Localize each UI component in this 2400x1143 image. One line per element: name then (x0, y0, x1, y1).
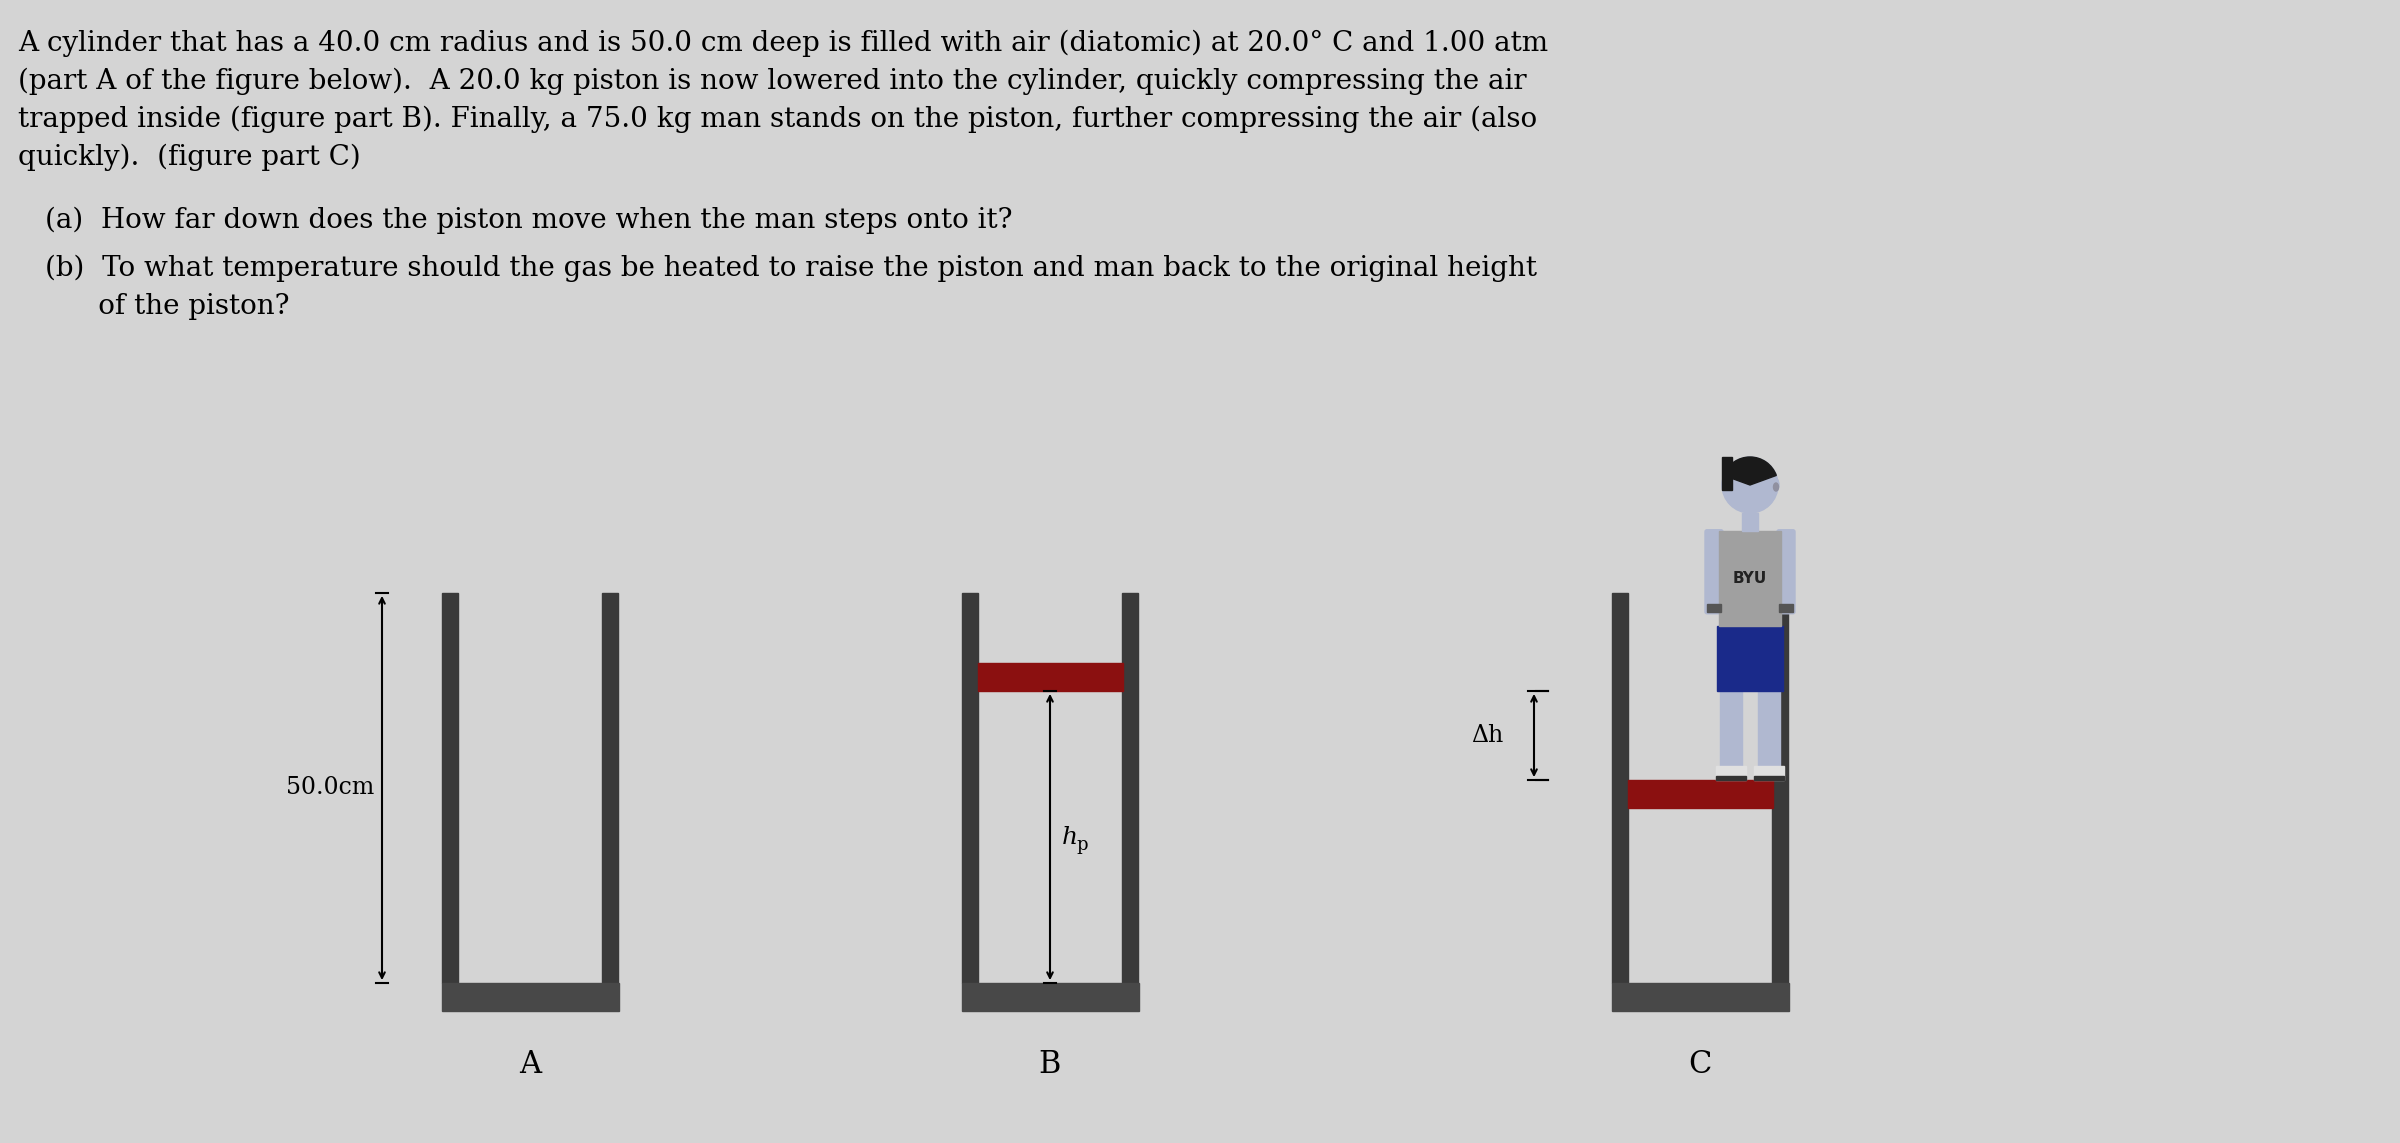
Bar (962, 983, 1140, 1012)
Bar (1757, 692, 1781, 766)
Bar (1613, 983, 1788, 1012)
Ellipse shape (1774, 483, 1778, 491)
Bar (1778, 604, 1793, 612)
Text: 50.0cm: 50.0cm (286, 776, 374, 799)
Bar (1771, 593, 1788, 983)
Bar (1754, 776, 1783, 780)
Text: (b)  To what temperature should the gas be heated to raise the piston and man ba: (b) To what temperature should the gas b… (46, 255, 1536, 282)
Text: A: A (518, 1049, 540, 1080)
Bar (1742, 513, 1757, 531)
Bar (1721, 692, 1742, 766)
Bar (1123, 593, 1138, 983)
Bar (1716, 776, 1747, 780)
Text: of the piston?: of the piston? (46, 293, 290, 320)
Text: quickly).  (figure part C): quickly). (figure part C) (19, 144, 360, 171)
Bar (962, 593, 979, 983)
FancyBboxPatch shape (1776, 529, 1795, 614)
Text: p: p (1075, 836, 1087, 854)
Bar (979, 663, 1123, 692)
Ellipse shape (1769, 477, 1778, 493)
Text: B: B (1039, 1049, 1061, 1080)
Circle shape (1723, 457, 1778, 513)
Bar (1754, 766, 1783, 780)
Text: trapped inside (figure part B). Finally, a 75.0 kg man stands on the piston, fur: trapped inside (figure part B). Finally,… (19, 106, 1536, 134)
Bar (1718, 531, 1781, 626)
Bar (1613, 593, 1627, 983)
FancyBboxPatch shape (1704, 529, 1723, 614)
Text: C: C (1687, 1049, 1711, 1080)
Text: h: h (1061, 825, 1078, 848)
Text: BYU: BYU (1733, 572, 1766, 586)
Bar (1723, 457, 1733, 490)
Text: (a)  How far down does the piston move when the man steps onto it?: (a) How far down does the piston move wh… (46, 207, 1013, 234)
Bar (442, 983, 619, 1012)
Bar (1706, 604, 1721, 612)
Text: (part A of the figure below).  A 20.0 kg piston is now lowered into the cylinder: (part A of the figure below). A 20.0 kg … (19, 67, 1526, 95)
Bar (442, 593, 458, 983)
Text: A cylinder that has a 40.0 cm radius and is 50.0 cm deep is filled with air (dia: A cylinder that has a 40.0 cm radius and… (19, 30, 1548, 57)
Bar (1716, 766, 1747, 780)
Wedge shape (1723, 457, 1776, 485)
Bar (602, 593, 619, 983)
Bar (1627, 780, 1774, 808)
Text: Δh: Δh (1471, 725, 1502, 748)
Bar (1716, 626, 1783, 692)
